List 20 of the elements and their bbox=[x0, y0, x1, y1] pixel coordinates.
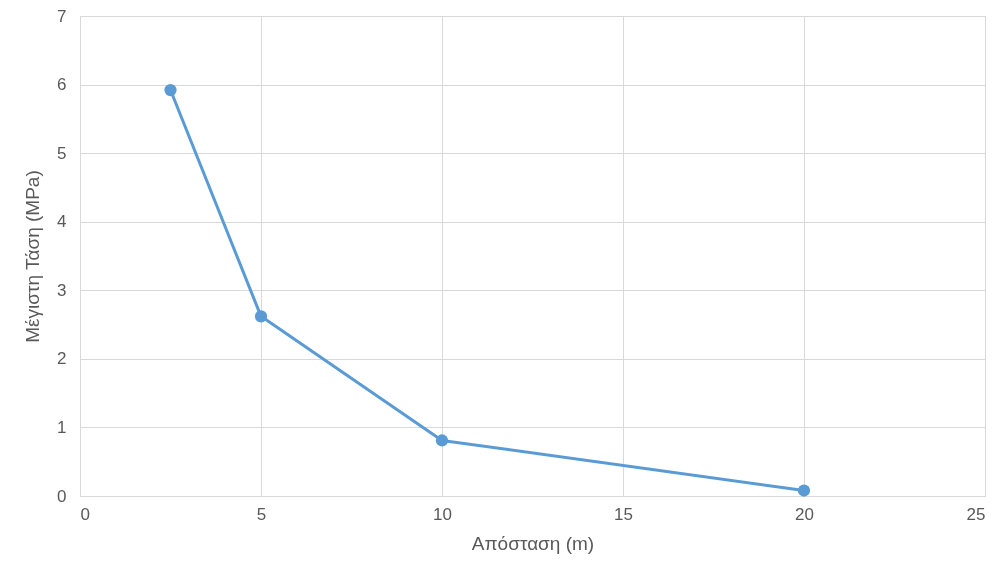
x-axis-title: Απόσταση (m) bbox=[471, 532, 595, 554]
x-tick-label: 5 bbox=[256, 504, 267, 524]
y-tick-label: 1 bbox=[57, 417, 67, 437]
y-tick-label: 4 bbox=[57, 212, 67, 232]
y-tick-label: 2 bbox=[57, 349, 67, 369]
point bbox=[797, 484, 811, 497]
x-tick-label: 15 bbox=[614, 504, 633, 524]
point bbox=[435, 434, 449, 447]
y-tick-label: 0 bbox=[57, 486, 67, 506]
x-tick-label: 20 bbox=[795, 504, 814, 524]
y-tick-label: 6 bbox=[57, 75, 67, 95]
y-axis-title: Μέγιστη Τάση (MPa) bbox=[22, 170, 44, 343]
y-tick-label: 5 bbox=[57, 143, 67, 163]
x-tick-label: 0 bbox=[80, 504, 90, 524]
x-tick-label: 25 bbox=[966, 504, 986, 524]
y-tick-label: 3 bbox=[57, 280, 67, 300]
point bbox=[164, 83, 177, 97]
point bbox=[254, 310, 268, 323]
x-tick-label: 10 bbox=[433, 504, 452, 524]
y-tick-label: 7 bbox=[57, 6, 67, 26]
